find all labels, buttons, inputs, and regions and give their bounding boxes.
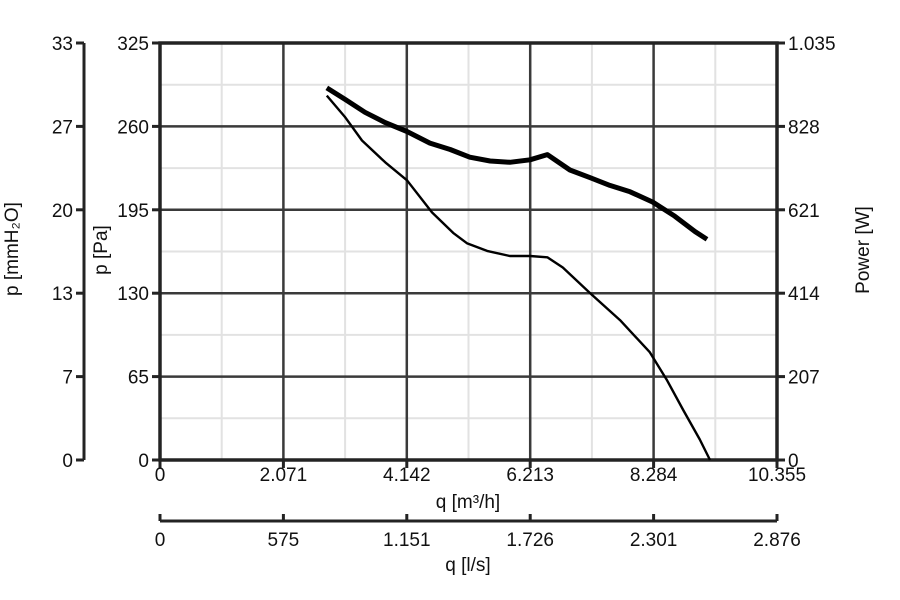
x-axis-title-ls: q [l/s] xyxy=(445,555,491,576)
y-axis-pa-tick-label: 195 xyxy=(117,201,149,222)
x-axis-m3h-tick-label: 10.355 xyxy=(748,465,806,486)
y-axis-pa-tick-label: 0 xyxy=(138,451,149,472)
x-axis-ls-tick-label: 1.726 xyxy=(506,530,554,551)
x-axis-m3h-tick-label: 2.071 xyxy=(260,465,308,486)
y-axis-power-tick-label: 828 xyxy=(788,117,820,138)
y-axis-mmh2o-tick-label: 13 xyxy=(52,284,73,305)
x-axis-ls-tick-label: 575 xyxy=(268,530,300,551)
y-axis-title-mmh2o: p [mmH₂O] xyxy=(2,202,23,296)
x-axis-ls-tick-label: 1.151 xyxy=(383,530,431,551)
x-axis-ls-tick-label: 2.301 xyxy=(630,530,678,551)
curve-thick xyxy=(325,85,709,242)
y-axis-power-tick-label: 1.035 xyxy=(788,34,836,55)
y-axis-title-pa: p [Pa] xyxy=(91,225,112,275)
y-axis-mmh2o-tick-label: 20 xyxy=(52,201,73,222)
y-axis-power-tick-label: 207 xyxy=(788,368,820,389)
x-axis-title-m3h: q [m³/h] xyxy=(435,492,501,513)
y-axis-power-tick-label: 0 xyxy=(788,451,799,472)
y-axis-mmh2o-tick-label: 0 xyxy=(62,451,73,472)
y-axis-pa-tick-label: 325 xyxy=(117,34,149,55)
y-axis-power-tick-label: 414 xyxy=(788,284,820,305)
x-axis-m3h-tick-label: 6.213 xyxy=(506,465,554,486)
x-axis-ls-tick-label: 0 xyxy=(155,530,166,551)
x-axis-m3h-tick-label: 0 xyxy=(155,465,166,486)
y-axis-mmh2o-tick-label: 33 xyxy=(52,34,73,55)
y-axis-mmh2o-tick-label: 7 xyxy=(62,368,73,389)
x-axis-m3h-tick-label: 8.284 xyxy=(630,465,678,486)
curve-thin xyxy=(325,94,712,461)
y-axis-pa-tick-label: 260 xyxy=(117,117,149,138)
y-axis-mmh2o-tick-label: 27 xyxy=(52,117,73,138)
y-axis-power-tick-label: 621 xyxy=(788,201,820,222)
plot-border xyxy=(158,41,779,462)
x-axis-ls-tick-label: 2.876 xyxy=(753,530,801,551)
x-axis-m3h-tick-label: 4.142 xyxy=(383,465,431,486)
y-axis-pa-tick-label: 130 xyxy=(117,284,149,305)
y-axis-title-power: Power [W] xyxy=(853,206,874,294)
y-axis-pa-tick-label: 65 xyxy=(128,368,149,389)
